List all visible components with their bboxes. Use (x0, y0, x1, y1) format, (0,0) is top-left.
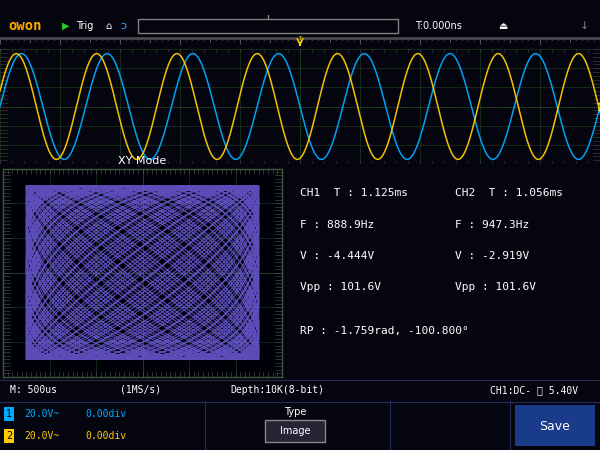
Text: (1MS/s): (1MS/s) (120, 385, 161, 395)
Text: ⌂: ⌂ (105, 21, 111, 31)
Text: V : -4.444V: V : -4.444V (301, 251, 374, 261)
Text: ▶: ▶ (62, 21, 70, 31)
Text: owon: owon (8, 19, 41, 33)
Text: 0.00div: 0.00div (85, 431, 126, 441)
Text: T:0.000ns: T:0.000ns (415, 21, 462, 31)
Text: ⏏: ⏏ (498, 21, 507, 31)
Text: M: 500us: M: 500us (10, 385, 57, 395)
Text: Depth:10K(8-bit): Depth:10K(8-bit) (230, 385, 324, 395)
Text: ↓: ↓ (580, 21, 589, 31)
Text: 20.0V~: 20.0V~ (24, 409, 59, 419)
Text: Image: Image (280, 426, 310, 436)
Bar (265, 420, 325, 442)
Text: Vpp : 101.6V: Vpp : 101.6V (455, 282, 536, 292)
Text: Vpp : 101.6V: Vpp : 101.6V (301, 282, 382, 292)
Text: RP : -1.759rad, -100.800°: RP : -1.759rad, -100.800° (301, 326, 469, 336)
Text: V : -2.919V: V : -2.919V (455, 251, 529, 261)
Text: ↄ: ↄ (120, 21, 126, 31)
Text: 2: 2 (6, 431, 12, 441)
Text: F : 888.9Hz: F : 888.9Hz (301, 220, 374, 230)
Text: 20.0V~: 20.0V~ (24, 431, 59, 441)
Text: Save: Save (539, 419, 571, 432)
Text: 1: 1 (6, 409, 12, 419)
Text: F : 947.3Hz: F : 947.3Hz (455, 220, 529, 230)
Bar (515, 405, 595, 446)
Text: CH1  T : 1.125ms: CH1 T : 1.125ms (301, 189, 409, 198)
Bar (138, 19, 398, 33)
Title: XY Mode: XY Mode (118, 156, 167, 166)
Text: Trig: Trig (76, 21, 94, 31)
Text: CH2  T : 1.056ms: CH2 T : 1.056ms (455, 189, 563, 198)
Text: 0.00div: 0.00div (85, 409, 126, 419)
Text: T: T (298, 36, 302, 41)
Text: Type: Type (284, 407, 306, 417)
Text: CH1:DC- ∯ 5.40V: CH1:DC- ∯ 5.40V (490, 385, 578, 395)
